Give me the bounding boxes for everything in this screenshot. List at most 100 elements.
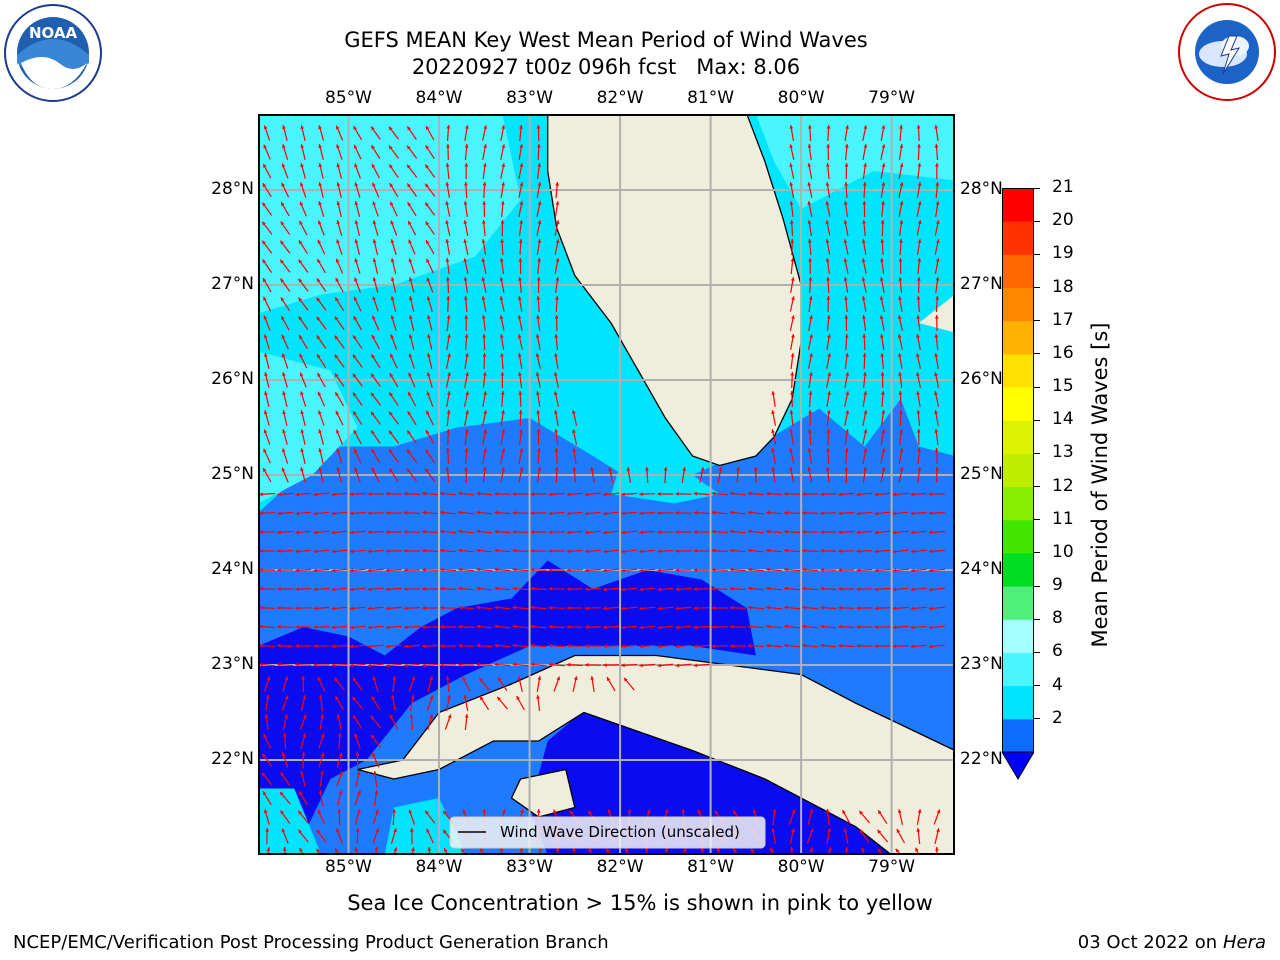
wave-direction-arrowhead xyxy=(519,125,523,129)
wave-direction-arrowhead xyxy=(280,791,284,796)
wave-direction-arrowhead xyxy=(259,511,263,516)
wave-direction-arrowhead xyxy=(352,677,357,682)
lat-label-right: 26°N xyxy=(960,369,1003,389)
wave-direction-arrowhead xyxy=(501,809,506,814)
wave-direction-arrowhead xyxy=(446,429,451,433)
wave-direction-arrowhead xyxy=(863,467,867,471)
wave-direction-arrowhead xyxy=(820,530,824,534)
wave-direction-arrowhead xyxy=(916,296,921,300)
wave-direction-arrowhead xyxy=(458,605,462,610)
wave-direction-arrowhead xyxy=(843,220,848,224)
wave-direction-arrowhead xyxy=(825,258,830,262)
wave-direction-arrowhead xyxy=(608,467,612,471)
wave-direction-arrowhead xyxy=(295,492,299,497)
wave-direction-arrowhead xyxy=(422,491,426,496)
wave-direction-arrowhead xyxy=(790,239,795,243)
wave-direction-arrowhead xyxy=(316,335,321,340)
wave-direction-arrowhead xyxy=(262,183,267,188)
wave-direction-arrowhead xyxy=(321,733,325,738)
wave-direction-arrowhead xyxy=(512,567,517,572)
wave-direction-arrowhead xyxy=(863,372,867,376)
wave-direction-arrowhead xyxy=(729,586,734,591)
wave-direction-arrowhead xyxy=(603,606,607,611)
wave-direction-arrowhead xyxy=(644,847,649,851)
wave-direction-arrowhead xyxy=(555,182,559,186)
wave-direction-arrowhead xyxy=(747,548,752,553)
wave-direction-arrowhead xyxy=(771,828,776,832)
wave-direction-arrowhead xyxy=(389,449,393,454)
wave-direction-arrowhead xyxy=(445,163,450,167)
wave-direction-arrowhead xyxy=(934,353,939,357)
colorbar-tick xyxy=(1034,187,1040,189)
wave-direction-arrowhead xyxy=(700,467,705,471)
wave-direction-arrowhead xyxy=(639,492,643,497)
wave-direction-arrowhead xyxy=(750,848,755,853)
wave-direction-arrowhead xyxy=(518,277,522,281)
wave-direction-arrowhead xyxy=(518,410,523,414)
wave-direction-arrowhead xyxy=(266,676,271,681)
wave-direction-arrowhead xyxy=(337,809,342,813)
wave-direction-arrowhead xyxy=(802,586,806,591)
wave-direction-arrowhead xyxy=(584,606,589,611)
wave-direction-arrowhead xyxy=(259,605,263,610)
wave-direction-arrowhead xyxy=(353,411,357,416)
wave-direction-arrowhead xyxy=(554,315,559,319)
wave-direction-arrowhead xyxy=(300,163,304,168)
wave-direction-arrowhead xyxy=(518,391,523,395)
wave-direction-arrowhead xyxy=(856,511,861,516)
wave-direction-arrowhead xyxy=(295,625,299,629)
wave-direction-arrowhead xyxy=(536,277,541,281)
wave-direction-arrowhead xyxy=(336,467,341,472)
ocean-band-6-8 xyxy=(258,351,358,504)
wave-direction-arrowhead xyxy=(373,771,377,775)
wave-direction-arrowhead xyxy=(770,847,774,852)
lon-label-top: 85°W xyxy=(325,88,372,108)
wave-direction-arrowhead xyxy=(425,164,429,169)
wave-direction-arrowhead xyxy=(334,316,339,321)
wave-direction-arrowhead xyxy=(446,125,451,129)
wave-direction-arrowhead xyxy=(936,239,940,243)
wave-direction-arrowhead xyxy=(481,277,486,281)
lat-label-left: 27°N xyxy=(211,274,254,294)
wave-direction-arrowhead xyxy=(784,491,788,496)
wave-direction-arrowhead xyxy=(372,467,376,472)
wave-direction-arrowhead xyxy=(530,662,535,667)
wave-direction-arrowhead xyxy=(537,467,542,471)
wave-direction-arrowhead xyxy=(458,510,462,515)
wave-direction-arrowhead xyxy=(481,239,486,243)
wave-direction-arrowhead xyxy=(910,587,915,592)
wave-direction-arrowhead xyxy=(789,125,794,129)
wave-direction-arrowhead xyxy=(802,643,806,648)
wave-direction-arrowhead xyxy=(874,511,879,516)
wave-direction-arrowhead xyxy=(566,568,571,573)
wave-direction-arrowhead xyxy=(318,429,322,434)
wave-direction-arrowhead xyxy=(458,643,462,648)
wave-direction-arrowhead xyxy=(353,144,358,149)
wave-direction-arrowhead xyxy=(899,144,904,148)
wave-direction-arrowhead xyxy=(372,201,377,206)
wave-direction-arrowhead xyxy=(844,467,849,471)
wave-direction-arrowhead xyxy=(844,182,848,186)
wave-direction-arrowhead xyxy=(791,809,796,814)
wave-direction-arrowhead xyxy=(316,297,321,302)
wave-direction-arrowhead xyxy=(356,771,361,776)
wave-direction-arrowhead xyxy=(548,662,553,667)
lat-label-right: 27°N xyxy=(960,274,1003,294)
wave-direction-arrowhead xyxy=(790,258,795,262)
wave-direction-arrowhead xyxy=(390,315,395,320)
lon-label-bottom: 80°W xyxy=(777,857,825,877)
wave-direction-arrowhead xyxy=(336,182,341,187)
wave-direction-arrowhead xyxy=(784,624,788,629)
colorbar-segment xyxy=(1002,619,1034,653)
wave-direction-arrowhead xyxy=(316,829,321,834)
wave-direction-arrowhead xyxy=(407,430,411,435)
wave-direction-arrowhead xyxy=(809,847,814,852)
wave-direction-arrowhead xyxy=(917,448,921,452)
wave-direction-arrowhead xyxy=(729,548,734,553)
wave-direction-arrowhead xyxy=(277,568,281,572)
svg-text:NOAA: NOAA xyxy=(29,24,78,42)
wave-direction-arrowhead xyxy=(403,606,408,611)
wave-direction-arrowhead xyxy=(844,296,848,300)
wave-direction-arrowhead xyxy=(447,714,452,719)
wave-direction-arrowhead xyxy=(407,126,411,131)
